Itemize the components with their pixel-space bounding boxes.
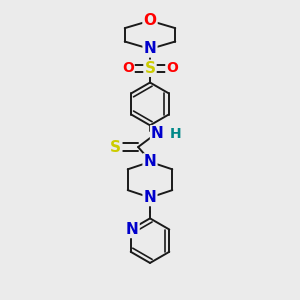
Text: S: S bbox=[110, 140, 121, 154]
Text: N: N bbox=[126, 222, 139, 237]
Text: H: H bbox=[169, 127, 181, 141]
Text: N: N bbox=[151, 126, 164, 141]
Text: O: O bbox=[122, 61, 134, 75]
Text: O: O bbox=[143, 13, 157, 28]
Text: S: S bbox=[145, 61, 155, 76]
Text: O: O bbox=[167, 61, 178, 75]
Text: N: N bbox=[144, 154, 156, 169]
Text: N: N bbox=[144, 190, 156, 205]
Text: N: N bbox=[144, 41, 156, 56]
